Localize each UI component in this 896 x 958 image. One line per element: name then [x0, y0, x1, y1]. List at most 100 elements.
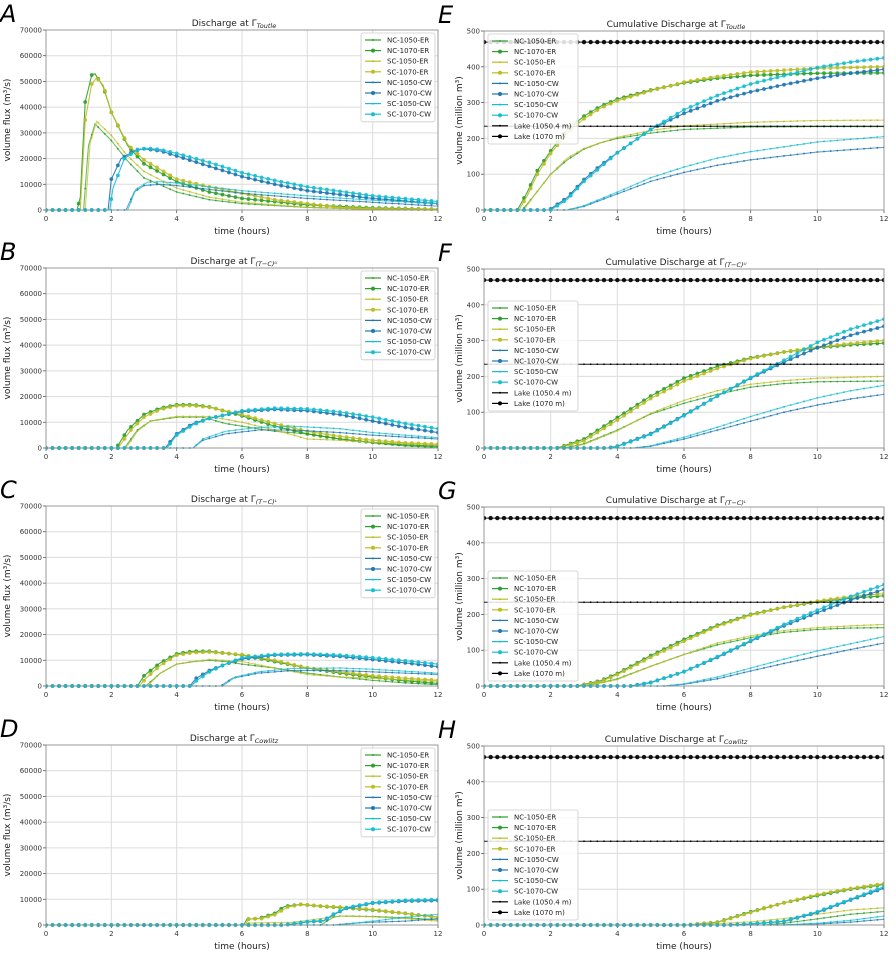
- data-point: [816, 363, 818, 365]
- data-point: [273, 182, 277, 186]
- data-point: [312, 202, 316, 206]
- panel-letter: F: [438, 239, 453, 267]
- panel-letter: B: [0, 238, 16, 266]
- data-point: [622, 414, 626, 418]
- data-point: [616, 363, 618, 365]
- data-point: [384, 195, 388, 199]
- data-point: [390, 899, 394, 903]
- x-tick-label: 0: [482, 453, 486, 461]
- data-point: [636, 601, 638, 603]
- data-point: [710, 363, 712, 365]
- data-point: [287, 196, 289, 198]
- data-point: [829, 63, 833, 67]
- data-point: [856, 647, 858, 649]
- data-point: [305, 189, 309, 193]
- legend-marker: [371, 350, 375, 354]
- y-tick-label: 70000: [20, 503, 42, 511]
- data-point: [596, 363, 598, 365]
- data-point: [235, 424, 237, 426]
- data-point: [194, 160, 198, 164]
- data-point: [823, 363, 825, 365]
- data-point: [762, 516, 766, 520]
- data-point: [748, 40, 752, 44]
- data-point: [715, 394, 719, 398]
- data-point: [756, 363, 758, 365]
- data-point: [735, 645, 739, 649]
- data-point: [683, 172, 685, 174]
- data-point: [750, 383, 752, 385]
- data-point: [339, 197, 341, 199]
- data-point: [723, 427, 725, 429]
- data-point: [194, 422, 198, 426]
- data-point: [266, 653, 270, 657]
- data-point: [247, 917, 251, 921]
- data-point: [274, 195, 276, 197]
- data-point: [397, 658, 401, 662]
- legend-label: NC-1050-CW: [387, 317, 432, 325]
- data-point: [411, 671, 413, 673]
- data-point: [702, 630, 706, 634]
- data-point: [755, 70, 759, 74]
- data-point: [378, 921, 380, 923]
- data-point: [710, 124, 712, 126]
- legend-label: SC-1050-CW: [514, 368, 558, 376]
- data-point: [622, 97, 626, 101]
- data-point: [790, 601, 792, 603]
- data-point: [829, 335, 833, 339]
- data-point: [424, 204, 426, 206]
- data-point: [836, 915, 838, 917]
- data-point: [796, 120, 798, 122]
- data-point: [261, 426, 263, 428]
- data-point: [729, 648, 733, 652]
- data-point: [313, 674, 315, 676]
- data-point: [795, 80, 799, 84]
- data-point: [769, 365, 773, 369]
- data-point: [240, 175, 244, 179]
- data-point: [870, 380, 872, 382]
- legend-label: NC-1070-CW: [387, 805, 432, 813]
- data-point: [823, 125, 825, 127]
- data-point: [863, 137, 865, 139]
- data-point: [683, 125, 685, 127]
- data-point: [756, 386, 758, 388]
- data-point: [682, 80, 686, 84]
- data-point: [110, 140, 112, 142]
- data-point: [313, 438, 315, 440]
- data-point: [636, 671, 638, 673]
- data-point: [602, 426, 606, 430]
- data-point: [675, 112, 679, 116]
- data-point: [770, 148, 772, 150]
- data-point: [155, 666, 159, 670]
- data-point: [241, 192, 243, 194]
- data-point: [803, 658, 805, 660]
- data-point: [835, 278, 839, 282]
- data-point: [842, 61, 846, 65]
- data-point: [351, 905, 355, 909]
- data-point: [90, 82, 94, 86]
- data-point: [722, 97, 726, 101]
- data-point: [843, 139, 845, 141]
- data-point: [689, 105, 693, 109]
- legend-marker: [499, 307, 501, 309]
- data-point: [384, 422, 388, 426]
- data-point: [875, 57, 879, 61]
- data-point: [377, 439, 381, 443]
- data-point: [842, 66, 846, 70]
- data-point: [312, 919, 316, 923]
- data-point: [803, 628, 805, 630]
- data-point: [228, 199, 230, 201]
- data-point: [695, 664, 699, 668]
- data-point: [346, 440, 348, 442]
- data-point: [313, 426, 315, 428]
- data-point: [397, 420, 401, 424]
- data-point: [241, 661, 243, 663]
- x-tick-label: 8: [305, 453, 309, 461]
- data-point: [345, 654, 349, 658]
- data-point: [782, 350, 786, 354]
- data-point: [755, 909, 759, 913]
- y-tick-label: 10000: [20, 419, 42, 427]
- data-point: [849, 333, 853, 337]
- data-point: [809, 344, 813, 348]
- data-point: [562, 200, 566, 204]
